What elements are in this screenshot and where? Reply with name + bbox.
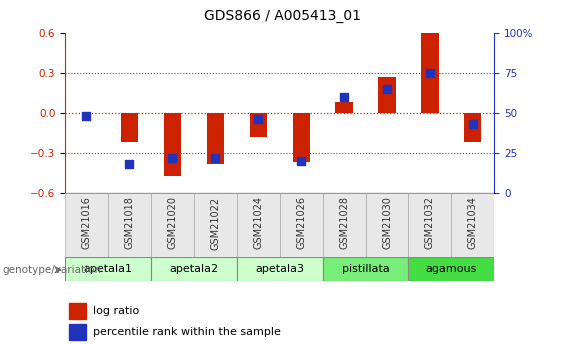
Text: GSM21030: GSM21030	[382, 196, 392, 249]
Bar	[237, 257, 323, 281]
Bar	[336, 102, 353, 113]
Bar	[408, 193, 451, 257]
Bar	[69, 303, 86, 319]
Bar	[379, 77, 395, 113]
Bar	[121, 113, 138, 142]
Text: agamous: agamous	[426, 264, 477, 274]
Bar	[237, 193, 280, 257]
Text: GSM21016: GSM21016	[81, 196, 92, 249]
Text: GSM21022: GSM21022	[210, 196, 220, 249]
Text: GSM21034: GSM21034	[468, 196, 478, 249]
Text: pistillata: pistillata	[342, 264, 389, 274]
Text: apetala1: apetala1	[84, 264, 132, 274]
Text: GSM21024: GSM21024	[253, 196, 263, 249]
Point	[168, 155, 177, 161]
Text: GSM21032: GSM21032	[425, 196, 435, 249]
Bar	[164, 113, 181, 176]
Bar	[207, 113, 224, 164]
Bar	[323, 193, 366, 257]
Point	[211, 155, 220, 161]
Text: GDS866 / A005413_01: GDS866 / A005413_01	[204, 9, 361, 23]
Text: GSM21020: GSM21020	[167, 196, 177, 249]
Bar	[194, 193, 237, 257]
Bar	[69, 324, 86, 340]
Bar	[366, 193, 408, 257]
Bar	[280, 193, 323, 257]
Bar	[464, 113, 481, 142]
Bar	[421, 33, 438, 113]
Bar	[151, 193, 194, 257]
Bar	[250, 113, 267, 137]
Point	[297, 158, 306, 164]
Point	[254, 117, 263, 122]
Text: GSM21018: GSM21018	[124, 196, 134, 249]
Text: apetala2: apetala2	[170, 264, 218, 274]
Bar	[65, 193, 108, 257]
Point	[468, 121, 477, 127]
Text: GSM21028: GSM21028	[339, 196, 349, 249]
Bar	[451, 193, 494, 257]
Bar	[108, 193, 151, 257]
Text: log ratio: log ratio	[93, 306, 139, 316]
Point	[425, 70, 434, 76]
Point	[383, 86, 392, 92]
Text: GSM21026: GSM21026	[296, 196, 306, 249]
Text: percentile rank within the sample: percentile rank within the sample	[93, 327, 281, 337]
Point	[340, 94, 349, 100]
Point	[82, 114, 91, 119]
Bar	[293, 113, 310, 162]
Bar	[408, 257, 494, 281]
Bar	[151, 257, 237, 281]
Text: apetala3: apetala3	[255, 264, 304, 274]
Bar	[65, 257, 151, 281]
Bar	[323, 257, 408, 281]
Text: genotype/variation: genotype/variation	[3, 265, 102, 275]
Point	[125, 161, 134, 167]
